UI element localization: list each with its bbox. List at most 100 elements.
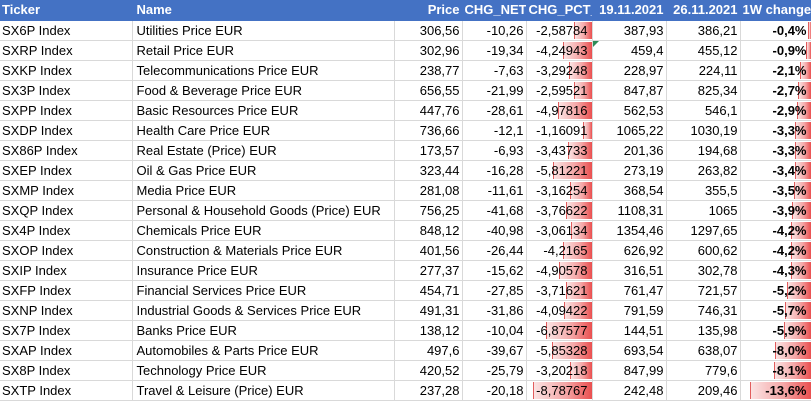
cell-1w-change[interactable]: -2,7% — [740, 80, 811, 101]
cell-chg-net[interactable]: -7,63 — [462, 60, 527, 81]
cell-price-date-1[interactable]: 626,92 — [592, 240, 667, 261]
cell-1w-change[interactable]: -13,6% — [740, 380, 811, 401]
cell-price-date-1[interactable]: 273,19 — [592, 160, 667, 181]
cell-ticker[interactable]: SX8P Index — [0, 360, 133, 381]
cell-1w-change[interactable]: -3,5% — [740, 180, 811, 201]
cell-1w-change[interactable]: -3,3% — [740, 120, 811, 141]
cell-chg-net[interactable]: -10,04 — [462, 320, 527, 341]
cell-price-date-2[interactable]: 263,82 — [666, 160, 741, 181]
cell-price[interactable]: 173,57 — [394, 140, 463, 161]
cell-1w-change[interactable]: -4,2% — [740, 220, 811, 241]
cell-price-date-1[interactable]: 761,47 — [592, 280, 667, 301]
cell-price-date-2[interactable]: 721,57 — [666, 280, 741, 301]
col-header-ticker[interactable]: Ticker — [0, 0, 133, 21]
cell-price[interactable]: 420,52 — [394, 360, 463, 381]
cell-chg-pct[interactable]: -3,43733 — [526, 140, 593, 161]
cell-chg-net[interactable]: -12,1 — [462, 120, 527, 141]
cell-chg-pct[interactable]: -3,16254 — [526, 180, 593, 201]
cell-1w-change[interactable]: -3,3% — [740, 140, 811, 161]
cell-price-date-1[interactable]: 459,4 — [592, 40, 667, 61]
cell-ticker[interactable]: SXMP Index — [0, 180, 133, 201]
cell-chg-pct[interactable]: -4,24943 — [526, 40, 593, 61]
cell-1w-change[interactable]: -2,1% — [740, 60, 811, 81]
cell-price[interactable]: 138,12 — [394, 320, 463, 341]
cell-1w-change[interactable]: -0,4% — [740, 20, 811, 41]
cell-1w-change[interactable]: -3,9% — [740, 200, 811, 221]
table-row[interactable]: SXNP Index Industrial Goods & Services Pr… — [0, 300, 811, 321]
cell-chg-pct[interactable]: -3,71621 — [526, 280, 593, 301]
cell-chg-pct[interactable]: -3,06134 — [526, 220, 593, 241]
cell-ticker[interactable]: SX4P Index — [0, 220, 133, 241]
cell-ticker[interactable]: SXQP Index — [0, 200, 133, 221]
col-header-chg-pct[interactable]: CHG_PCT_ — [526, 0, 593, 21]
cell-chg-pct[interactable]: -3,76622 — [526, 200, 593, 221]
cell-ticker[interactable]: SXOP Index — [0, 240, 133, 261]
cell-name[interactable]: Health Care Price EUR — [132, 120, 395, 141]
table-row[interactable]: SXMP Index Media Price EUR 281,08 -11,61 -3,… — [0, 180, 811, 201]
cell-price-date-1[interactable]: 1108,31 — [592, 200, 667, 221]
cell-ticker[interactable]: SX3P Index — [0, 80, 133, 101]
cell-chg-pct[interactable]: -4,97816 — [526, 100, 593, 121]
col-header-name[interactable]: Name — [132, 0, 395, 21]
col-header-date-2[interactable]: 26.11.2021 — [666, 0, 741, 21]
table-row[interactable]: SX7P Index Banks Price EUR 138,12 -10,04 -6,… — [0, 320, 811, 341]
table-row[interactable]: SX3P Index Food & Beverage Price EUR 656,5… — [0, 80, 811, 101]
cell-name[interactable]: Chemicals Price EUR — [132, 220, 395, 241]
cell-1w-change[interactable]: -2,9% — [740, 100, 811, 121]
cell-1w-change[interactable]: -8,1% — [740, 360, 811, 381]
cell-1w-change[interactable]: -0,9% — [740, 40, 811, 61]
col-header-date-1[interactable]: 19.11.2021 — [592, 0, 667, 21]
cell-price-date-2[interactable]: 1030,19 — [666, 120, 741, 141]
cell-ticker[interactable]: SXDP Index — [0, 120, 133, 141]
cell-price-date-1[interactable]: 693,54 — [592, 340, 667, 361]
cell-ticker[interactable]: SXPP Index — [0, 100, 133, 121]
cell-price-date-1[interactable]: 368,54 — [592, 180, 667, 201]
cell-1w-change[interactable]: -4,2% — [740, 240, 811, 261]
cell-name[interactable]: Oil & Gas Price EUR — [132, 160, 395, 181]
cell-price-date-2[interactable]: 455,12 — [666, 40, 741, 61]
cell-price[interactable]: 756,25 — [394, 200, 463, 221]
cell-ticker[interactable]: SXAP Index — [0, 340, 133, 361]
table-row[interactable]: SXRP Index Retail Price EUR 302,96 -19,34 -4… — [0, 40, 811, 61]
cell-chg-pct[interactable]: -1,16091 — [526, 120, 593, 141]
cell-price[interactable]: 454,71 — [394, 280, 463, 301]
cell-ticker[interactable]: SXIP Index — [0, 260, 133, 281]
cell-name[interactable]: Industrial Goods & Services Price EUR — [132, 300, 395, 321]
cell-name[interactable]: Technology Price EUR — [132, 360, 395, 381]
table-row[interactable]: SXIP Index Insurance Price EUR 277,37 -15,6… — [0, 260, 811, 281]
cell-chg-net[interactable]: -40,98 — [462, 220, 527, 241]
cell-ticker[interactable]: SXTP Index — [0, 380, 133, 401]
cell-price-date-1[interactable]: 847,87 — [592, 80, 667, 101]
cell-price[interactable]: 656,55 — [394, 80, 463, 101]
cell-chg-pct[interactable]: -4,90578 — [526, 260, 593, 281]
cell-price[interactable]: 281,08 — [394, 180, 463, 201]
cell-ticker[interactable]: SX7P Index — [0, 320, 133, 341]
cell-name[interactable]: Retail Price EUR — [132, 40, 395, 61]
cell-chg-pct[interactable]: -5,85328 — [526, 340, 593, 361]
cell-price-date-1[interactable]: 1354,46 — [592, 220, 667, 241]
cell-chg-net[interactable]: -25,79 — [462, 360, 527, 381]
col-header-price[interactable]: Price — [394, 0, 463, 21]
cell-price-date-2[interactable]: 135,98 — [666, 320, 741, 341]
cell-chg-net[interactable]: -11,61 — [462, 180, 527, 201]
cell-name[interactable]: Construction & Materials Price EUR — [132, 240, 395, 261]
cell-chg-net[interactable]: -27,85 — [462, 280, 527, 301]
cell-ticker[interactable]: SX6P Index — [0, 20, 133, 41]
cell-price[interactable]: 302,96 — [394, 40, 463, 61]
cell-price[interactable]: 323,44 — [394, 160, 463, 181]
cell-name[interactable]: Real Estate (Price) EUR — [132, 140, 395, 161]
cell-price-date-2[interactable]: 746,31 — [666, 300, 741, 321]
table-row[interactable]: SXPP Index Basic Resources Price EUR 447,7… — [0, 100, 811, 121]
cell-chg-net[interactable]: -41,68 — [462, 200, 527, 221]
cell-name[interactable]: Banks Price EUR — [132, 320, 395, 341]
cell-name[interactable]: Basic Resources Price EUR — [132, 100, 395, 121]
table-row[interactable]: SXKP Index Telecommunications Price EUR 23… — [0, 60, 811, 81]
cell-chg-pct[interactable]: -6,87577 — [526, 320, 593, 341]
cell-1w-change[interactable]: -8,0% — [740, 340, 811, 361]
table-row[interactable]: SXDP Index Health Care Price EUR 736,66 -12… — [0, 120, 811, 141]
cell-price-date-1[interactable]: 316,51 — [592, 260, 667, 281]
cell-price[interactable]: 277,37 — [394, 260, 463, 281]
table-row[interactable]: SX6P Index Utilities Price EUR 306,56 -10,2… — [0, 20, 811, 41]
table-row[interactable]: SX86P Index Real Estate (Price) EUR 173,57… — [0, 140, 811, 161]
table-row[interactable]: SXTP Index Travel & Leisure (Price) EUR 23… — [0, 380, 811, 401]
